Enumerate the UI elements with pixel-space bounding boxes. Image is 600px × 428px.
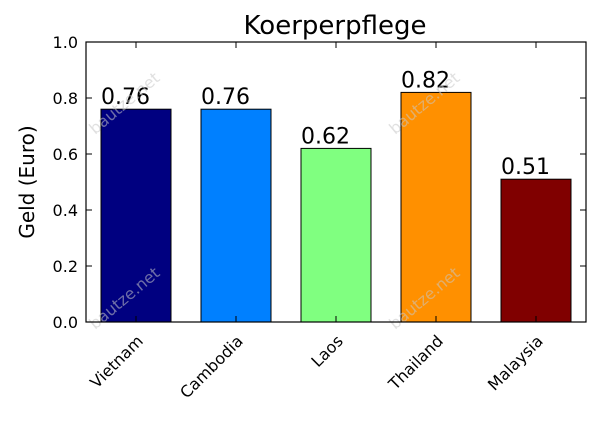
data-label-cambodia: 0.76 [201,85,250,110]
y-tick-label: 0.2 [53,257,78,276]
y-tick-label: 0.8 [53,89,78,108]
y-axis-label: Geld (Euro) [15,125,39,238]
bar-laos [300,147,372,323]
y-tick-label: 0.6 [53,145,78,164]
chart-title: Koerperpflege [244,11,427,41]
x-tick-label-thailand: Thailand [384,331,447,394]
bar-cambodia [200,108,272,323]
data-label-laos: 0.62 [301,124,350,149]
data-labels-group: 0.76 0.76 0.62 0.82 0.51 [101,68,550,180]
x-tick-label-malaysia: Malaysia [484,331,547,394]
bar-thailand [400,91,472,323]
data-label-vietnam: 0.76 [101,85,150,110]
x-tick-label-cambodia: Cambodia [176,331,247,402]
y-tick-label: 0.0 [53,313,78,332]
data-label-thailand: 0.82 [401,68,450,93]
x-tick-label-vietnam: Vietnam [86,331,147,392]
data-label-malaysia: 0.51 [501,155,550,180]
plot-frame [85,41,587,323]
bars-group [100,91,572,323]
y-tick-label: 1.0 [53,33,78,52]
bar-malaysia [500,178,572,323]
bar-vietnam [100,108,172,323]
x-tick-label-laos: Laos [307,331,346,370]
y-tick-label: 0.4 [53,201,78,220]
